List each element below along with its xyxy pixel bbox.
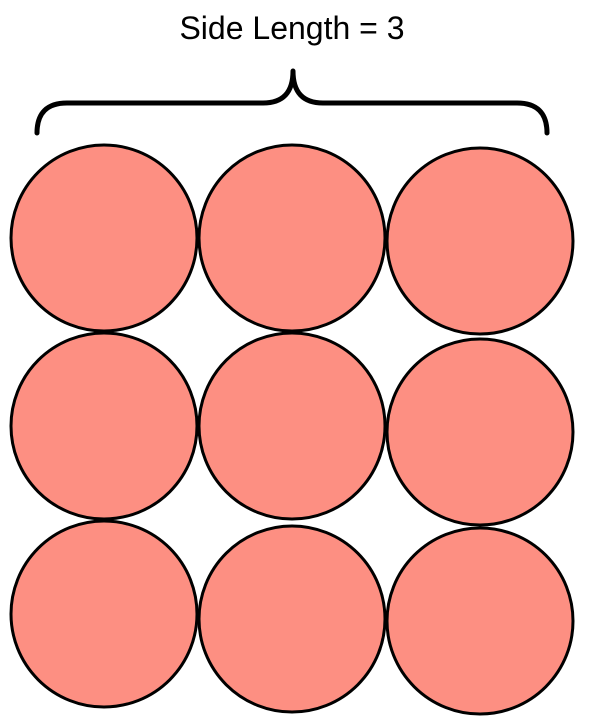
sphere-circle xyxy=(197,331,387,521)
sphere-circle xyxy=(9,331,199,521)
sphere-circle xyxy=(385,526,575,716)
sphere-circle xyxy=(385,337,575,527)
curly-brace xyxy=(34,68,550,136)
sphere-circle xyxy=(197,524,387,714)
sphere-circle xyxy=(197,143,387,333)
side-length-label: Side Length = 3 xyxy=(179,10,405,46)
sphere-circle xyxy=(385,146,575,336)
sphere-circle xyxy=(9,519,199,709)
circle-grid xyxy=(9,143,575,716)
sphere-circle xyxy=(9,143,199,333)
